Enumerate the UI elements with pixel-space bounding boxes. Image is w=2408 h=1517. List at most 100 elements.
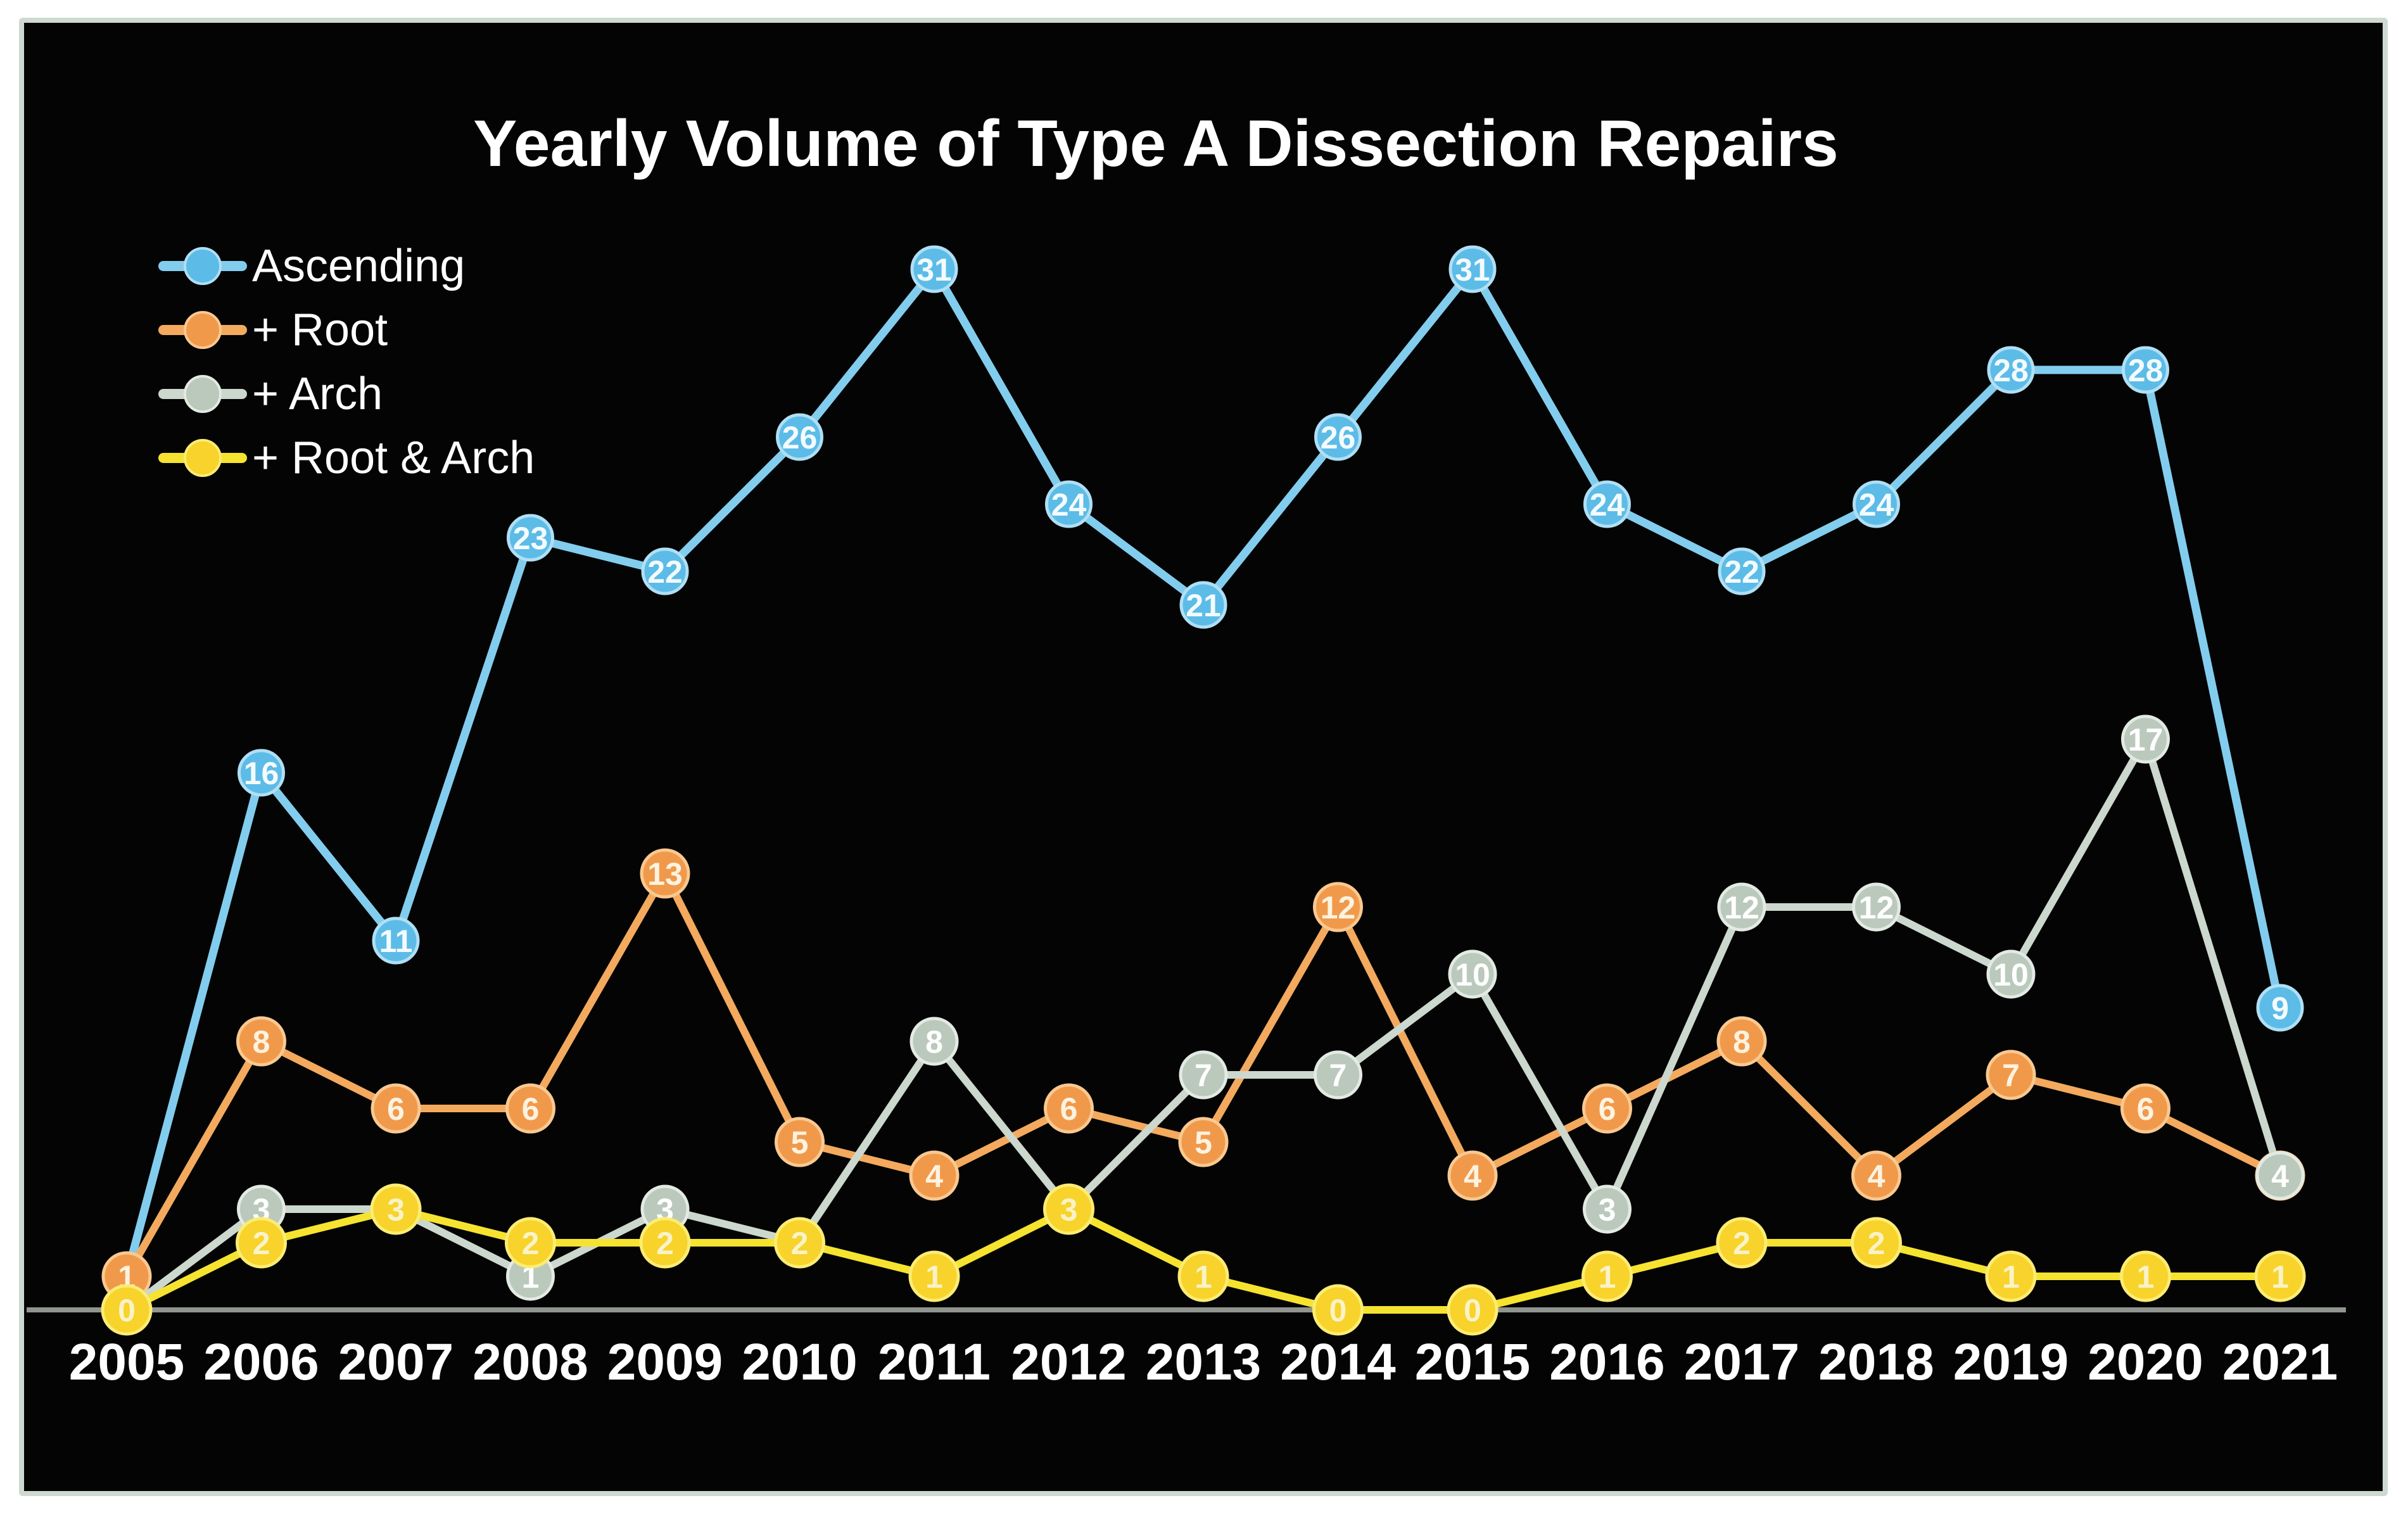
point-root-arch-2010 [774,1217,825,1269]
x-axis-tick-label: 2016 [1549,1333,1664,1391]
legend-item-ascending: Ascending [158,241,465,291]
point-label-root-2008: 6 [522,1091,540,1127]
chart-frame [19,18,2388,1496]
point-root-2007 [371,1083,421,1134]
point-label-root-2020: 6 [2137,1091,2155,1127]
point-label-root-arch-2006: 2 [253,1226,270,1261]
point-label-ascending-2013: 21 [1186,588,1221,623]
point-label-root-arch-2009: 2 [656,1226,674,1261]
point-label-arch-2016: 3 [1599,1192,1616,1228]
point-label-root-2010: 5 [791,1125,809,1160]
point-label-ascending-2012: 24 [1051,487,1087,523]
point-label-arch-2020: 17 [2128,722,2164,758]
legend-item-root-arch: + Root & Arch [158,433,535,483]
point-label-arch-2014: 7 [1329,1058,1347,1093]
point-root-arch-2005 [101,1284,153,1336]
point-label-arch-2019: 10 [1993,957,2029,993]
point-root-arch-2017 [1716,1217,1768,1269]
point-label-root-2015: 4 [1464,1158,1481,1194]
point-label-root-2006: 8 [253,1024,270,1060]
point-label-root-2019: 7 [2002,1058,2020,1093]
point-root-arch-2013 [1177,1250,1229,1302]
point-root-arch-2014 [1312,1284,1364,1336]
legend-label: + Root & Arch [252,433,535,483]
x-axis-tick-label: 2021 [2222,1333,2338,1391]
x-axis-tick-label: 2013 [1146,1333,1261,1391]
point-arch-2019 [1986,949,2036,999]
point-root-2008 [505,1083,555,1134]
x-axis-tick-label: 2020 [2088,1333,2203,1391]
point-label-root-arch-2015: 0 [1464,1293,1481,1328]
point-label-root-2016: 6 [1599,1091,1616,1127]
x-axis-tick-label: 2011 [878,1333,991,1391]
point-label-root-arch-2008: 2 [522,1226,540,1261]
point-label-ascending-2020: 28 [2128,353,2164,388]
point-ascending-2018 [1853,480,1900,528]
point-root-2019 [1986,1050,2036,1100]
point-label-ascending-2006: 16 [244,756,279,791]
point-label-ascending-2017: 22 [1724,554,1759,590]
point-label-root-arch-2007: 3 [387,1192,405,1228]
point-arch-2021 [2255,1151,2305,1200]
point-ascending-2021 [2256,984,2304,1032]
point-label-ascending-2011: 31 [916,252,952,288]
point-label-arch-2021: 4 [2271,1158,2289,1194]
point-arch-2013 [1179,1050,1228,1100]
point-label-root-arch-2016: 1 [1599,1259,1616,1295]
point-label-root-2012: 6 [1060,1091,1078,1127]
point-ascending-2009 [641,547,689,595]
point-root-arch-2012 [1043,1183,1094,1235]
point-label-ascending-2010: 26 [782,420,818,455]
point-label-root-2018: 4 [1868,1158,1885,1194]
point-arch-2016 [1583,1184,1632,1234]
point-label-root-arch-2013: 1 [1194,1259,1212,1295]
point-label-root-arch-2011: 1 [925,1259,943,1295]
x-axis-tick-label: 2009 [607,1333,723,1391]
point-label-arch-2017: 12 [1724,890,1759,925]
x-axis-tick-label: 2017 [1684,1333,1799,1391]
x-axis-tick-label: 2012 [1011,1333,1126,1391]
point-arch-2017 [1717,882,1766,932]
point-label-ascending-2015: 31 [1455,252,1490,288]
point-label-root-arch-2010: 2 [791,1226,809,1261]
x-axis-tick-label: 2014 [1280,1333,1396,1391]
x-axis-tick-label: 2010 [742,1333,857,1391]
point-label-arch-2013: 7 [1194,1058,1212,1093]
point-root-2014 [1313,882,1363,932]
point-label-ascending-2007: 11 [379,924,413,959]
point-ascending-2016 [1583,480,1631,528]
point-label-root-2009: 13 [647,856,683,892]
point-label-root-arch-2017: 2 [1733,1226,1751,1261]
point-ascending-2015 [1448,245,1497,293]
point-root-arch-2007 [370,1183,422,1235]
legend-swatch-dot [184,439,222,477]
point-root-arch-2011 [908,1250,960,1302]
x-axis-tick-label: 2006 [203,1333,319,1391]
point-root-arch-2008 [505,1217,556,1269]
point-label-root-arch-2018: 2 [1868,1226,1885,1261]
point-label-root-2013: 5 [1194,1125,1212,1160]
point-root-arch-2019 [1985,1250,2037,1302]
point-label-root-2011: 4 [925,1158,943,1194]
point-ascending-2010 [776,413,823,461]
point-label-root-arch-2014: 0 [1329,1293,1347,1328]
point-label-arch-2018: 12 [1859,890,1894,925]
legend: Ascending + Root + Arch + Root & Arch [158,241,535,483]
point-ascending-2008 [507,514,554,562]
point-label-ascending-2018: 24 [1859,487,1894,523]
x-axis-tick-label: 2018 [1818,1333,1934,1391]
point-label-ascending-2008: 23 [513,521,548,556]
legend-label: Ascending [252,241,465,291]
point-root-2018 [1851,1150,1901,1201]
point-root-2006 [236,1016,286,1067]
point-root-arch-2015 [1447,1284,1499,1336]
x-axis-tick-label: 2019 [1953,1333,2069,1391]
point-arch-2015 [1448,949,1497,999]
point-root-2017 [1716,1016,1767,1067]
legend-label: + Arch [252,369,383,419]
legend-label: + Root [252,305,388,355]
point-label-arch-2011: 8 [925,1024,943,1060]
point-root-arch-2016 [1581,1250,1633,1302]
point-ascending-2020 [2122,346,2169,394]
